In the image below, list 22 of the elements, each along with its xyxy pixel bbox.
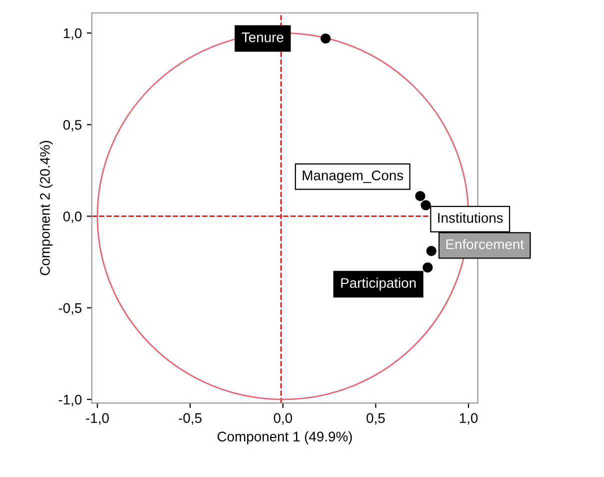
x-tick-label: -0,5 [178, 413, 202, 425]
y-tick-label: 0,0 [63, 212, 82, 224]
series-label: Institutions [438, 212, 503, 223]
x-axis-title: Component 1 (49.9%) [218, 431, 352, 444]
y-axis-title: Component 2 (20.4%) [40, 140, 53, 276]
point [415, 190, 426, 202]
point [420, 200, 431, 210]
x-tick-label: -1,0 [86, 413, 109, 425]
series-label: Participation [341, 278, 416, 291]
point [422, 262, 433, 273]
y-tick-label: 1,0 [64, 28, 82, 40]
series-label: Enforcement [446, 239, 524, 250]
text: Tenure [242, 32, 284, 42]
y-tick-label: -1,0 [58, 394, 82, 406]
y-tick-label: -0,5 [58, 303, 82, 315]
point [426, 246, 436, 256]
x-tick-label: 0,0 [274, 413, 292, 425]
point [320, 33, 331, 44]
y-tick-label: 0,5 [63, 120, 82, 132]
series-label: Managem_Cons [302, 170, 404, 184]
x-tick-label: 1,0 [460, 413, 478, 425]
x-tick-label: 0,5 [366, 413, 385, 425]
